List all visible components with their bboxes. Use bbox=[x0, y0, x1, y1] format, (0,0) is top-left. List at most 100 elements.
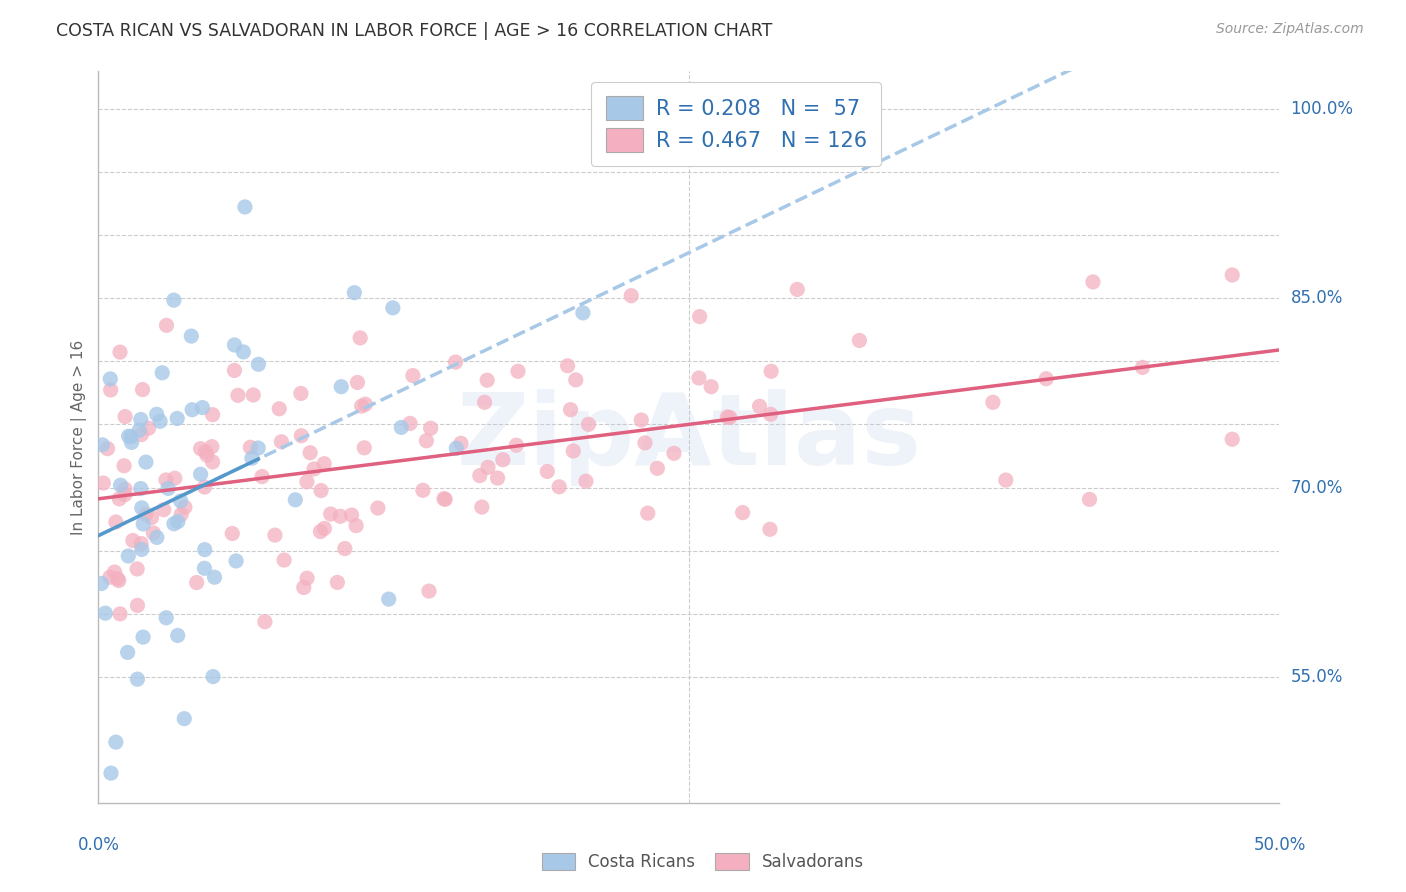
Point bbox=[193, 561, 215, 575]
Point bbox=[477, 460, 499, 475]
Point bbox=[108, 345, 131, 359]
Point bbox=[108, 607, 131, 621]
Point bbox=[415, 434, 437, 448]
Point bbox=[505, 438, 527, 452]
Point bbox=[242, 388, 264, 402]
Point bbox=[94, 606, 117, 620]
Point bbox=[201, 440, 224, 454]
Point bbox=[112, 458, 135, 473]
Point bbox=[299, 446, 322, 460]
Point bbox=[389, 420, 412, 434]
Point bbox=[273, 553, 295, 567]
Point bbox=[202, 670, 225, 684]
Point bbox=[290, 429, 312, 443]
Point bbox=[848, 334, 870, 348]
Point bbox=[536, 465, 558, 479]
Point bbox=[91, 476, 114, 491]
Point bbox=[377, 592, 399, 607]
Point bbox=[994, 473, 1017, 487]
Point bbox=[155, 318, 177, 333]
Point bbox=[247, 357, 270, 371]
Point bbox=[402, 368, 425, 383]
Point bbox=[330, 380, 353, 394]
Point bbox=[91, 438, 114, 452]
Point bbox=[204, 570, 226, 584]
Point bbox=[564, 373, 586, 387]
Point bbox=[1220, 432, 1243, 446]
Point bbox=[173, 712, 195, 726]
Point bbox=[319, 507, 342, 521]
Point bbox=[224, 363, 246, 377]
Point bbox=[114, 482, 136, 496]
Point bbox=[688, 371, 710, 385]
Y-axis label: In Labor Force | Age > 16: In Labor Force | Age > 16 bbox=[72, 340, 87, 534]
Point bbox=[700, 380, 723, 394]
Point bbox=[250, 469, 273, 483]
Point bbox=[329, 509, 352, 524]
Point bbox=[194, 480, 217, 494]
Point bbox=[90, 576, 112, 591]
Point bbox=[295, 571, 318, 585]
Text: 70.0%: 70.0% bbox=[1291, 478, 1343, 497]
Point bbox=[173, 500, 195, 515]
Legend: R = 0.208   N =  57, R = 0.467   N = 126: R = 0.208 N = 57, R = 0.467 N = 126 bbox=[591, 82, 882, 167]
Point bbox=[117, 429, 139, 443]
Point bbox=[239, 440, 262, 454]
Point bbox=[1132, 360, 1154, 375]
Point bbox=[129, 412, 152, 426]
Text: 85.0%: 85.0% bbox=[1291, 289, 1343, 308]
Point bbox=[180, 329, 202, 343]
Point bbox=[367, 501, 389, 516]
Point bbox=[129, 536, 152, 550]
Point bbox=[233, 200, 256, 214]
Point bbox=[127, 562, 149, 576]
Point bbox=[114, 409, 136, 424]
Point bbox=[110, 478, 132, 492]
Point bbox=[131, 383, 153, 397]
Point bbox=[716, 409, 738, 424]
Point bbox=[718, 410, 741, 425]
Point bbox=[104, 735, 127, 749]
Point bbox=[142, 525, 165, 540]
Point bbox=[128, 423, 150, 437]
Point bbox=[166, 628, 188, 642]
Point bbox=[572, 306, 595, 320]
Point bbox=[434, 492, 457, 507]
Point bbox=[270, 434, 292, 449]
Point bbox=[121, 435, 143, 450]
Text: 100.0%: 100.0% bbox=[1291, 100, 1354, 119]
Point bbox=[548, 480, 571, 494]
Text: COSTA RICAN VS SALVADORAN IN LABOR FORCE | AGE > 16 CORRELATION CHART: COSTA RICAN VS SALVADORAN IN LABOR FORCE… bbox=[56, 22, 773, 40]
Point bbox=[127, 599, 149, 613]
Point bbox=[346, 376, 368, 390]
Point bbox=[163, 293, 186, 307]
Point bbox=[981, 395, 1004, 409]
Point bbox=[117, 645, 139, 659]
Point bbox=[486, 471, 509, 485]
Point bbox=[412, 483, 434, 498]
Point bbox=[120, 430, 142, 444]
Point bbox=[152, 502, 174, 516]
Point bbox=[492, 452, 515, 467]
Point bbox=[169, 494, 191, 508]
Point bbox=[309, 483, 332, 498]
Point bbox=[150, 366, 173, 380]
Point bbox=[131, 427, 153, 442]
Point bbox=[104, 515, 127, 529]
Point bbox=[129, 482, 152, 496]
Point bbox=[399, 417, 422, 431]
Point bbox=[557, 359, 579, 373]
Legend: Costa Ricans, Salvadorans: Costa Ricans, Salvadorans bbox=[533, 845, 873, 880]
Point bbox=[474, 395, 496, 409]
Point bbox=[122, 533, 145, 548]
Point bbox=[506, 364, 529, 378]
Point bbox=[343, 285, 366, 300]
Point bbox=[226, 388, 249, 402]
Point bbox=[98, 372, 121, 386]
Point bbox=[132, 630, 155, 644]
Point bbox=[131, 542, 153, 557]
Point bbox=[637, 506, 659, 520]
Point bbox=[232, 345, 254, 359]
Point bbox=[295, 475, 318, 489]
Point bbox=[1078, 492, 1101, 507]
